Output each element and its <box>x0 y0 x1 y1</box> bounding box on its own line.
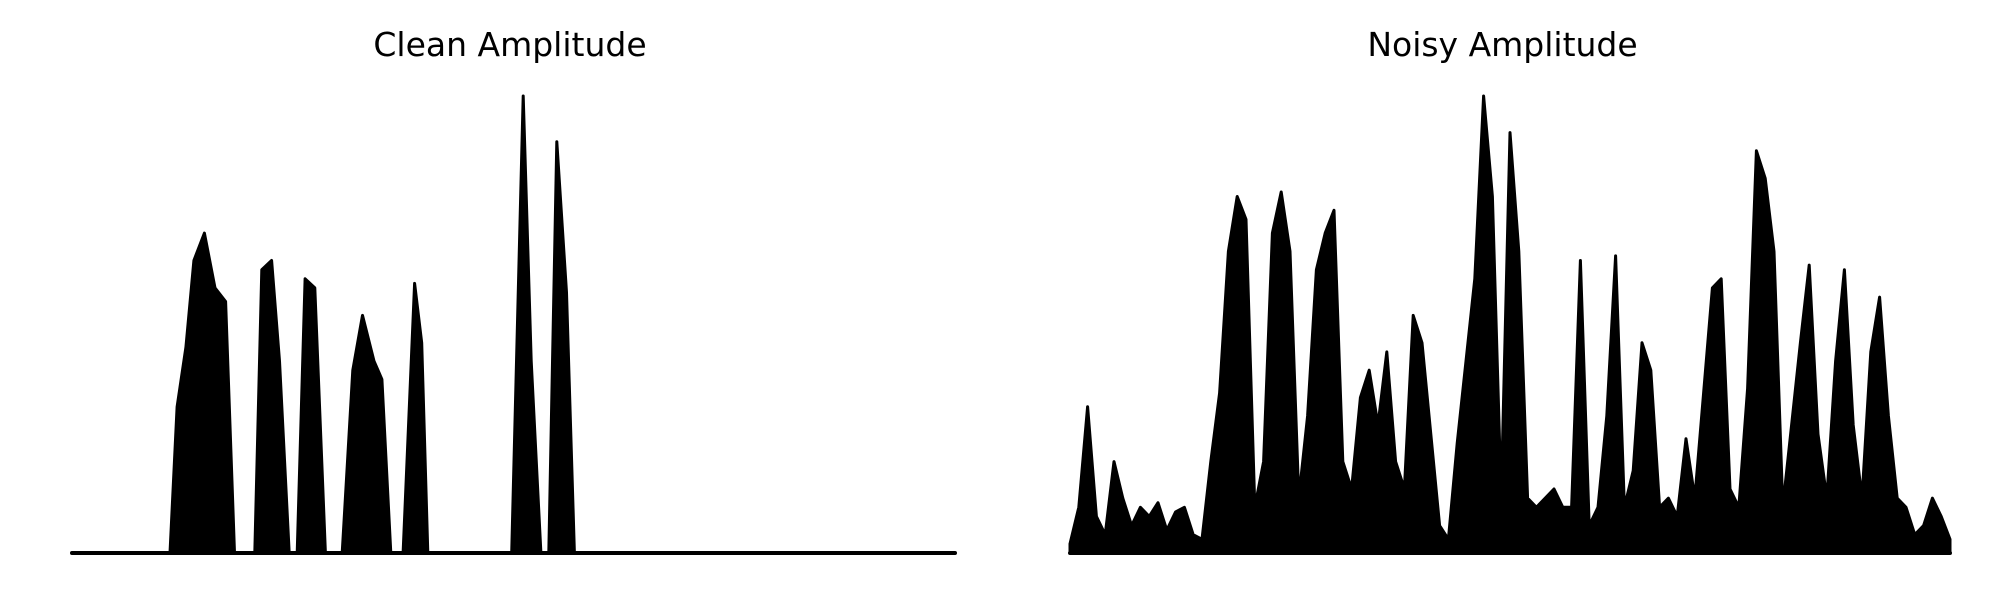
clean-amplitude-plot <box>70 94 957 555</box>
clean-amplitude-title: Clean Amplitude <box>373 25 647 64</box>
noisy-amplitude-panel: Noisy Amplitude <box>1000 0 2000 600</box>
noisy-amplitude-plot <box>1068 94 1952 555</box>
clean-amplitude-line <box>70 94 957 555</box>
noisy-amplitude-title: Noisy Amplitude <box>1367 25 1638 64</box>
noisy-amplitude-line <box>1068 94 1952 555</box>
clean-amplitude-panel: Clean Amplitude <box>70 25 957 555</box>
